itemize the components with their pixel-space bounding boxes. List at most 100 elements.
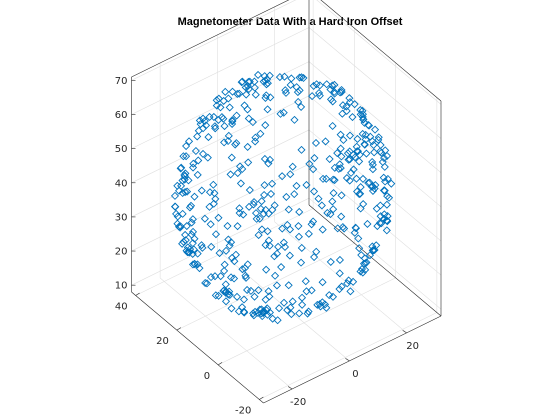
data-point (360, 140, 369, 149)
data-point (336, 144, 345, 153)
data-point (353, 134, 362, 143)
data-point (286, 80, 295, 89)
data-point (173, 181, 182, 190)
data-point (335, 255, 344, 265)
data-point (355, 190, 364, 199)
data-point (245, 186, 254, 195)
data-point (190, 192, 199, 201)
data-point (329, 205, 338, 214)
data-point (262, 80, 271, 89)
data-point (245, 202, 254, 211)
data-point (244, 85, 253, 94)
data-point (279, 238, 288, 247)
data-point (368, 242, 377, 251)
data-point (253, 308, 262, 317)
grid-line (131, 0, 297, 81)
data-point (197, 186, 206, 195)
data-point (338, 101, 347, 110)
data-point (354, 234, 363, 243)
x-tick-mark (287, 386, 293, 390)
data-point (228, 87, 237, 96)
data-point (260, 154, 269, 163)
data-point (230, 257, 239, 266)
data-point (381, 146, 390, 155)
data-point (174, 186, 184, 195)
data-point (266, 189, 276, 198)
data-point (238, 265, 247, 274)
data-point (212, 101, 221, 110)
data-point (219, 114, 228, 123)
data-point (193, 170, 202, 179)
tick-labels: -20 0 20 -20 0 20 40 10 20 30 40 50 60 70 (115, 76, 419, 417)
data-point (274, 242, 283, 251)
data-point (188, 249, 197, 258)
data-point (211, 124, 220, 133)
y-tick-label: 0 (204, 371, 210, 382)
data-point (352, 174, 361, 183)
data-point (385, 193, 394, 202)
data-point (220, 266, 229, 275)
data-point (241, 271, 250, 280)
data-point (255, 214, 264, 223)
grid-line (131, 163, 310, 252)
data-point (303, 309, 312, 318)
data-point (371, 181, 380, 190)
z-tick-label: 10 (115, 281, 128, 292)
data-point (245, 77, 254, 86)
data-point (297, 243, 306, 252)
data-point (359, 199, 368, 209)
grid-line (308, 61, 442, 173)
data-point (178, 209, 187, 218)
data-point (353, 147, 362, 156)
grid-line (308, 163, 442, 276)
data-point (382, 226, 391, 235)
data-point (320, 300, 330, 309)
data-point (322, 303, 331, 312)
data-point (244, 77, 253, 86)
data-point (368, 165, 377, 174)
data-point (328, 292, 338, 301)
y-tick-mark (135, 292, 140, 296)
data-point (361, 130, 370, 140)
data-point (254, 286, 263, 295)
data-point (261, 205, 270, 214)
data-point (263, 304, 272, 313)
data-point (248, 118, 257, 127)
data-point (353, 187, 362, 196)
data-point (224, 94, 233, 103)
data-point (178, 239, 187, 248)
data-point (254, 231, 263, 240)
data-point (309, 217, 318, 226)
data-point (174, 222, 184, 231)
data-point (350, 100, 359, 109)
grid-line (131, 197, 310, 286)
data-point (345, 147, 354, 156)
data-point (312, 80, 321, 89)
data-point (233, 89, 242, 98)
data-point (181, 169, 190, 178)
data-point (339, 135, 348, 145)
data-point (318, 298, 327, 307)
data-point (183, 243, 192, 252)
data-point (200, 214, 209, 223)
data-point (257, 197, 266, 206)
data-point (182, 152, 191, 161)
data-point (326, 210, 335, 219)
data-point (263, 105, 272, 114)
data-point (305, 159, 314, 168)
data-point (297, 73, 306, 82)
data-point (260, 181, 269, 190)
box-edge (308, 204, 442, 317)
data-point (328, 97, 337, 106)
x-tick-mark (402, 330, 407, 334)
data-point (288, 162, 297, 171)
data-point (329, 189, 338, 198)
data-point (337, 212, 346, 221)
data-point (362, 258, 371, 267)
data-point (362, 149, 371, 158)
data-point (170, 191, 180, 200)
data-point (277, 263, 286, 272)
axes-box (131, 0, 442, 404)
data-point (368, 246, 377, 255)
data-point (261, 241, 270, 250)
